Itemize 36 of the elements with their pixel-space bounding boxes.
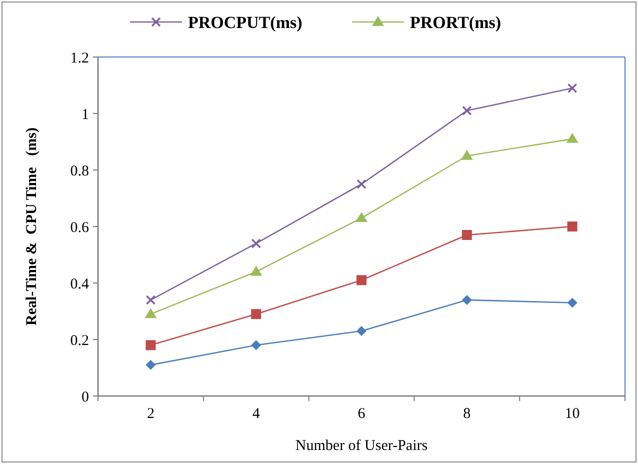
point — [567, 298, 578, 308]
point — [356, 275, 366, 286]
point — [567, 83, 578, 93]
point — [146, 360, 156, 370]
x-tick-label: 2 — [146, 406, 154, 422]
x-tick-label: 8 — [463, 406, 471, 422]
point — [356, 326, 366, 336]
point — [146, 340, 156, 350]
point — [566, 132, 578, 143]
point — [462, 294, 472, 305]
point — [356, 212, 368, 222]
x-tick-label: 10 — [564, 406, 580, 422]
y-tick-label: 0 — [82, 389, 89, 406]
y-tick-label: 1 — [82, 106, 89, 123]
y-tick-label: 0.4 — [70, 276, 90, 292]
point — [146, 295, 156, 305]
point — [567, 222, 578, 232]
legend-label: PRORT(ms) — [410, 12, 502, 32]
y-tick-label: 0.8 — [70, 163, 89, 180]
x-tick-label: 6 — [358, 406, 366, 422]
y-tick-label: 0.6 — [70, 220, 90, 236]
point — [460, 150, 473, 160]
point — [144, 308, 157, 318]
point — [462, 106, 472, 116]
y-axis-title: Real-Time & CPU Time (ms) — [24, 128, 40, 326]
x-tick-label: 4 — [252, 406, 260, 422]
point — [251, 309, 262, 320]
y-tick-label: 1.2 — [70, 50, 89, 66]
x-axis-title: Number of User-Pairs — [295, 438, 428, 454]
point — [462, 230, 472, 240]
point — [251, 238, 261, 248]
point — [356, 179, 366, 190]
point — [250, 266, 262, 276]
point — [251, 340, 262, 350]
y-tick-label: 0.2 — [70, 332, 89, 349]
legend-label: PROCPUT(ms) — [188, 12, 302, 32]
